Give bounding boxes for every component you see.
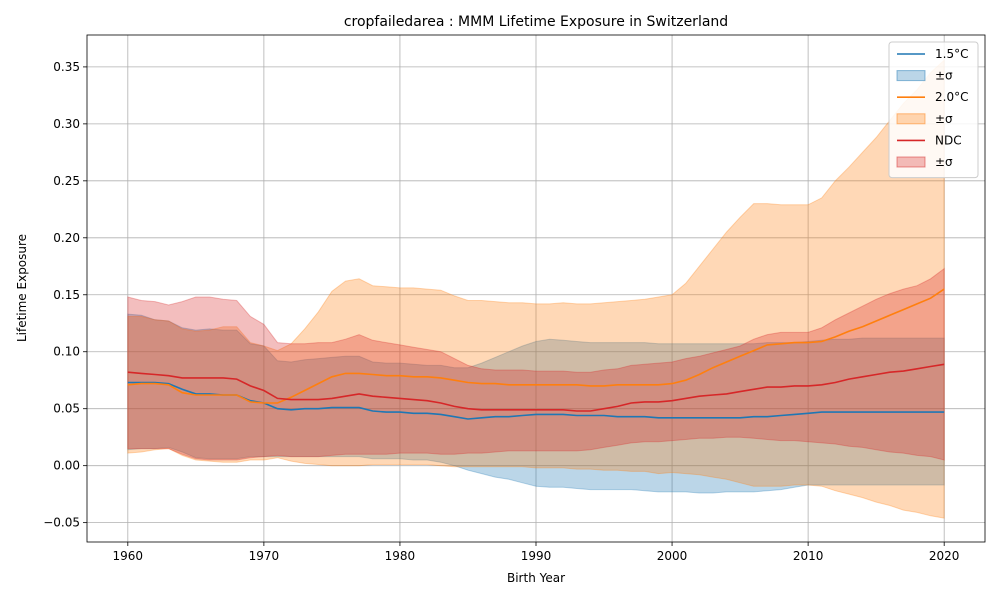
x-tick-label: 2010 (793, 549, 824, 563)
sigma-bands (127, 58, 945, 519)
y-tick-label: 0.25 (53, 174, 80, 188)
y-tick-label: −0.05 (43, 516, 80, 530)
legend: 1.5°C ±σ 2.0°C ±σ NDC ±σ (888, 41, 979, 179)
series-line-2 (127, 363, 945, 412)
x-tick-label: 1960 (113, 549, 144, 563)
series-line-1 (127, 288, 945, 404)
chart-title: cropfailedarea : MMM Lifetime Exposure i… (344, 14, 728, 30)
y-axis-label: Lifetime Exposure (15, 234, 29, 342)
y-tick-label: 0.05 (53, 402, 80, 416)
x-tick-label: 2000 (657, 549, 688, 563)
x-tick-label: 1970 (249, 549, 280, 563)
legend-band-swatch (896, 156, 926, 168)
x-axis-label: Birth Year (507, 571, 565, 585)
axis-ticks: 1960 1970 1980 1990 2000 2010 2020 −0.05 0.00 0.0… (43, 60, 959, 563)
legend-entry-label: 1.5°C (935, 47, 968, 61)
legend-box (888, 41, 979, 179)
sigma-band-2 (127, 267, 945, 461)
x-tick-label: 1980 (385, 549, 416, 563)
series-lines (127, 288, 945, 420)
y-tick-label: 0.30 (53, 117, 80, 131)
legend-band-label: ±σ (935, 112, 953, 126)
legend-band-label: ±σ (935, 69, 953, 83)
legend-band-swatch (896, 113, 926, 125)
x-tick-label: 2020 (929, 549, 960, 563)
x-tick-label: 1990 (521, 549, 552, 563)
legend-entry-label: 2.0°C (935, 90, 968, 104)
grid (87, 35, 985, 542)
y-tick-label: 0.35 (53, 60, 80, 74)
sigma-band-0 (127, 313, 945, 494)
legend-entry-label: NDC (935, 133, 962, 147)
legend-band-swatch (896, 70, 926, 82)
sigma-band-1 (127, 58, 945, 519)
y-tick-label: 0.00 (53, 459, 80, 473)
y-tick-label: 0.10 (53, 345, 80, 359)
legend-band-label: ±σ (935, 155, 953, 169)
y-tick-label: 0.20 (53, 231, 80, 245)
y-tick-label: 0.15 (53, 288, 80, 302)
